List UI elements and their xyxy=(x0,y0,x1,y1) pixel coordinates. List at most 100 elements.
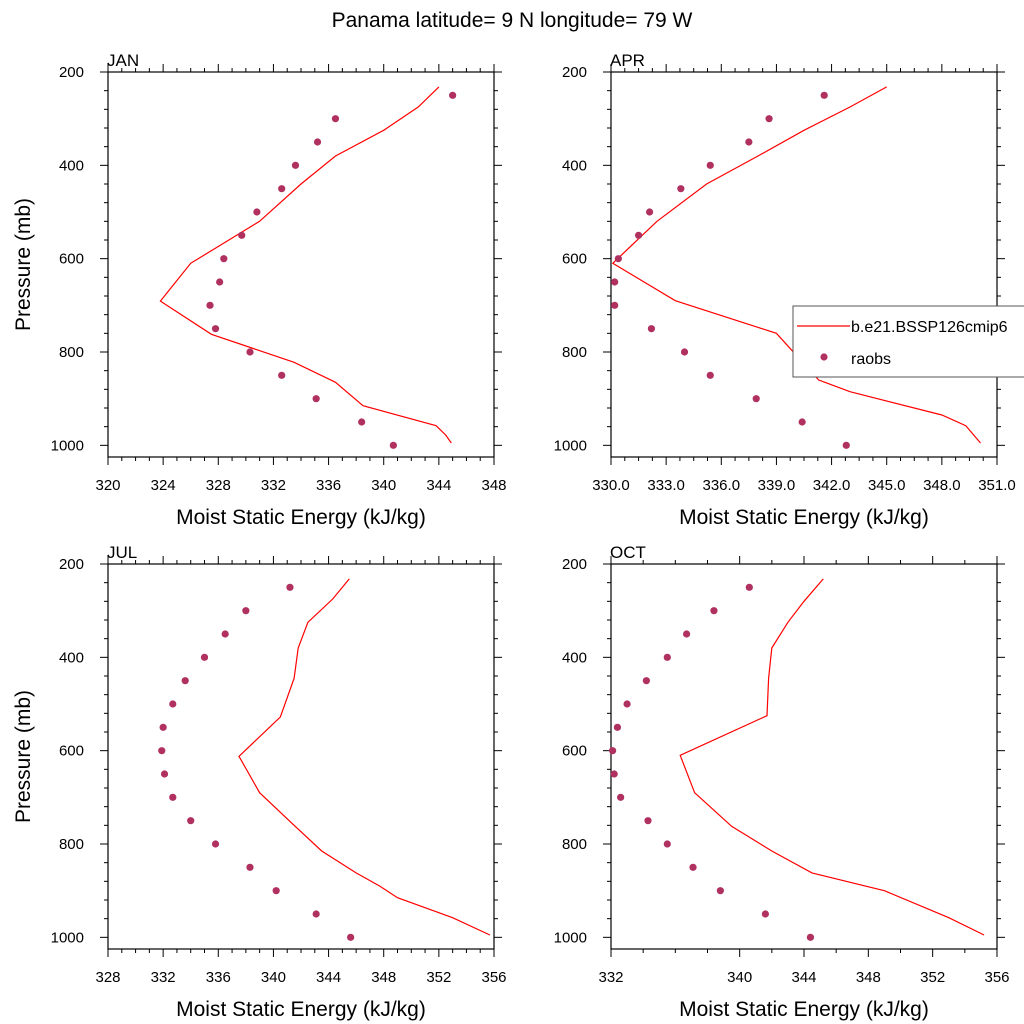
raobs-point xyxy=(246,863,254,871)
x-tick-label: 336 xyxy=(206,969,231,986)
y-tick-label: 600 xyxy=(562,743,587,760)
panel-title: APR xyxy=(610,51,645,70)
y-tick-label: 400 xyxy=(59,157,84,174)
x-axis-label: Moist Static Energy (kJ/kg) xyxy=(679,998,929,1021)
y-tick-label: 1000 xyxy=(554,929,587,946)
x-tick-label: 340 xyxy=(261,969,286,986)
raobs-point xyxy=(158,747,166,755)
x-tick-label: 339.0 xyxy=(758,477,796,494)
raobs-point xyxy=(220,255,228,263)
legend-label-model: b.e21.BSSP126cmip6 xyxy=(851,319,1008,336)
raobs-point xyxy=(642,677,650,685)
raobs-point xyxy=(680,348,689,356)
panel-title: JAN xyxy=(107,51,139,70)
raobs-point xyxy=(677,185,685,193)
raobs-point xyxy=(449,91,457,99)
raobs-point xyxy=(806,933,815,941)
raobs-point xyxy=(169,700,177,708)
raobs-point xyxy=(242,607,250,615)
raobs-point xyxy=(623,700,631,708)
raobs-point xyxy=(181,677,189,685)
x-tick-label: 336.0 xyxy=(703,477,741,494)
raobs-point xyxy=(716,887,724,895)
series-line-model xyxy=(238,578,491,936)
y-tick-label: 1000 xyxy=(51,929,84,946)
y-tick-label: 400 xyxy=(562,649,587,666)
raobs-point xyxy=(710,607,718,615)
panel-oct: OCT 332 340 344 348 352 356 200 400 600 800 1000 Moi… xyxy=(554,543,1010,1021)
y-tick-label: 800 xyxy=(562,344,587,361)
raobs-point xyxy=(820,91,828,99)
legend-marker-swatch xyxy=(820,353,828,361)
raobs-point xyxy=(187,817,195,825)
x-tick-label: 348.0 xyxy=(923,477,961,494)
x-tick-label: 336 xyxy=(316,477,341,494)
raobs-point xyxy=(609,747,617,755)
x-tick-label: 352 xyxy=(426,969,451,986)
x-tick-label: 330.0 xyxy=(592,477,630,494)
raobs-point xyxy=(761,910,770,918)
raobs-point xyxy=(358,418,366,426)
raobs-point xyxy=(291,161,300,169)
raobs-point xyxy=(611,301,619,309)
raobs-point xyxy=(613,723,622,731)
raobs-point xyxy=(169,793,177,801)
raobs-point xyxy=(312,910,320,918)
x-tick-label: 348 xyxy=(856,969,881,986)
x-tick-label: 340 xyxy=(727,969,752,986)
raobs-point xyxy=(611,278,619,286)
y-axis-label: Pressure (mb) xyxy=(12,690,35,823)
y-tick-label: 800 xyxy=(59,344,84,361)
x-tick-label: 348 xyxy=(371,969,396,986)
raobs-point xyxy=(745,583,753,591)
raobs-point xyxy=(663,840,671,848)
y-tick-label: 600 xyxy=(59,251,84,268)
y-tick-label: 200 xyxy=(59,556,84,573)
y-tick-label: 600 xyxy=(562,251,587,268)
x-tick-label: 333.0 xyxy=(647,477,685,494)
x-tick-label: 332 xyxy=(598,969,623,986)
y-tick-label: 800 xyxy=(59,836,84,853)
panel-title: OCT xyxy=(610,543,646,562)
raobs-point xyxy=(646,208,654,216)
legend-box xyxy=(792,305,1024,378)
raobs-point xyxy=(617,793,625,801)
raobs-point xyxy=(389,441,397,449)
plot-frame xyxy=(107,563,495,950)
x-tick-label: 328 xyxy=(206,477,231,494)
y-tick-label: 1000 xyxy=(554,437,587,454)
raobs-point xyxy=(278,185,286,193)
y-tick-label: 800 xyxy=(562,836,587,853)
panel-jul: JUL 328 332 336 340 344 348 352 356 200 400 600 800 1… xyxy=(12,543,507,1021)
y-tick-label: 600 xyxy=(59,743,84,760)
x-tick-label: 324 xyxy=(151,477,176,494)
raobs-point xyxy=(221,630,229,638)
series-line-model xyxy=(611,86,981,444)
y-tick-label: 400 xyxy=(562,157,587,174)
legend-label-raobs: raobs xyxy=(851,351,891,368)
raobs-point xyxy=(798,418,806,426)
series-line-model xyxy=(159,86,452,444)
raobs-point xyxy=(644,817,652,825)
x-tick-label: 356 xyxy=(984,969,1009,986)
raobs-point xyxy=(246,348,254,356)
raobs-point xyxy=(313,138,322,146)
raobs-point xyxy=(682,630,691,638)
raobs-point xyxy=(159,723,167,731)
raobs-point xyxy=(347,933,355,941)
raobs-point xyxy=(286,583,294,591)
raobs-point xyxy=(752,395,760,403)
raobs-point xyxy=(765,115,773,123)
panels: JAN 320 324 328 332 336 340 344 348 200 400 600 800 1… xyxy=(12,51,1016,1021)
legend: b.e21.BSSP126cmip6 raobs xyxy=(792,305,1024,378)
panel-jan: JAN 320 324 328 332 336 340 344 348 200 400 600 800 1… xyxy=(12,51,507,529)
x-tick-label: 340 xyxy=(371,477,396,494)
plot-frame xyxy=(107,71,495,458)
x-tick-label: 332 xyxy=(261,477,286,494)
raobs-point xyxy=(331,115,340,123)
x-tick-label: 351.0 xyxy=(978,477,1016,494)
raobs-point xyxy=(238,231,246,239)
raobs-point xyxy=(206,301,214,309)
figure-title: Panama latitude= 9 N longitude= 79 W xyxy=(332,9,693,32)
